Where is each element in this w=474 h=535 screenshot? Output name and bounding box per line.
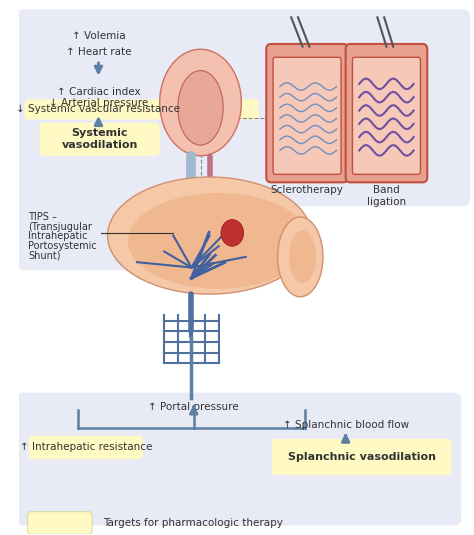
Text: (Transjugular: (Transjugular [28, 221, 92, 232]
Text: ↑ Volemia: ↑ Volemia [72, 31, 125, 41]
Text: ↓ Arterial pressure: ↓ Arterial pressure [49, 97, 148, 108]
Text: Targets for pharmacologic therapy: Targets for pharmacologic therapy [103, 518, 283, 528]
Text: ↓ Systemic vascular resistance: ↓ Systemic vascular resistance [17, 104, 181, 114]
Ellipse shape [160, 49, 241, 156]
Ellipse shape [108, 177, 311, 294]
Text: ↑ Heart rate: ↑ Heart rate [66, 47, 131, 57]
FancyBboxPatch shape [266, 44, 348, 182]
Text: Band
ligation: Band ligation [367, 185, 406, 208]
Text: ↑ Intrahepatic resistance: ↑ Intrahepatic resistance [20, 442, 153, 453]
Text: ↑ Cardiac index: ↑ Cardiac index [57, 87, 140, 97]
FancyBboxPatch shape [273, 57, 341, 174]
Text: Sclerotherapy: Sclerotherapy [271, 185, 344, 195]
Text: Intrahepatic: Intrahepatic [28, 231, 88, 241]
FancyBboxPatch shape [17, 393, 461, 525]
Text: Systemic
vasodilation: Systemic vasodilation [62, 128, 138, 150]
Ellipse shape [278, 217, 323, 297]
FancyBboxPatch shape [27, 512, 92, 534]
Text: Shunt): Shunt) [28, 250, 61, 260]
FancyBboxPatch shape [346, 44, 427, 182]
FancyBboxPatch shape [272, 439, 451, 475]
Text: TIPS –: TIPS – [28, 212, 57, 222]
FancyBboxPatch shape [353, 57, 420, 174]
Ellipse shape [289, 230, 316, 284]
FancyBboxPatch shape [39, 123, 160, 156]
Ellipse shape [128, 193, 310, 289]
Circle shape [221, 219, 244, 246]
FancyBboxPatch shape [17, 10, 266, 270]
Text: Portosystemic: Portosystemic [28, 241, 97, 251]
Text: Splanchnic vasodilation: Splanchnic vasodilation [288, 452, 436, 462]
Text: ↑ Portal pressure: ↑ Portal pressure [148, 402, 239, 412]
Ellipse shape [178, 71, 223, 145]
Text: ↑ Splanchnic blood flow: ↑ Splanchnic blood flow [283, 419, 409, 430]
FancyBboxPatch shape [25, 100, 258, 119]
FancyBboxPatch shape [257, 10, 470, 207]
FancyBboxPatch shape [29, 435, 143, 459]
